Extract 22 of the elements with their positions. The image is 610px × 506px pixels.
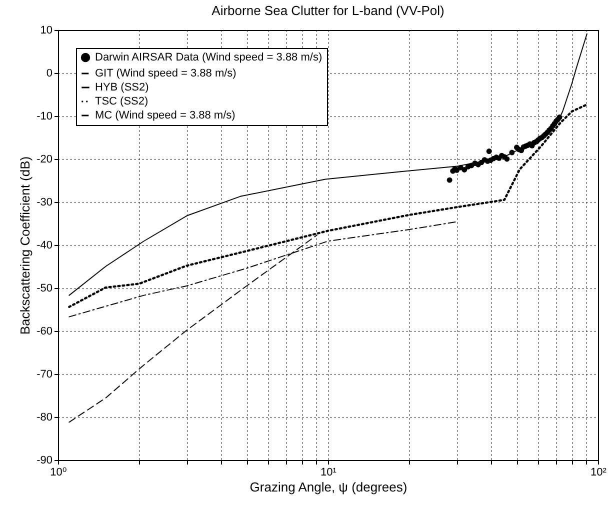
x-tick-label: 10¹ [320, 466, 337, 478]
x-tick-label: 10² [590, 466, 607, 478]
x-axis-title: Grazing Angle, ψ (degrees) [250, 480, 408, 494]
legend-label: MC (Wind speed = 3.88 m/s) [95, 110, 236, 122]
y-tick-label: -60 [36, 326, 52, 338]
y-tick-label: -70 [36, 368, 52, 380]
legend-label: HYB (SS2) [95, 82, 149, 94]
x-tick-label: 10⁰ [50, 466, 68, 478]
y-tick-label: -30 [36, 196, 52, 208]
y-axis-title: Backscattering Coefficient (dB) [18, 156, 33, 335]
y-tick-label: -40 [36, 240, 52, 252]
legend-label: GIT (Wind speed = 3.88 m/s) [95, 68, 236, 80]
legend-label: TSC (SS2) [95, 96, 148, 108]
y-tick-label: -80 [36, 412, 52, 424]
y-tick-label: -50 [36, 282, 52, 294]
y-tick-label: 10 [40, 24, 52, 36]
y-tick-label: -10 [36, 110, 52, 122]
y-tick-label: -90 [36, 454, 52, 466]
legend-label: Darwin AIRSAR Data (Wind speed = 3.88 m/s) [95, 52, 322, 64]
y-tick-label: 0 [46, 68, 52, 80]
y-tick-label: -20 [36, 154, 52, 166]
chart-title: Airborne Sea Clutter for L-band (VV-Pol) [212, 3, 444, 18]
